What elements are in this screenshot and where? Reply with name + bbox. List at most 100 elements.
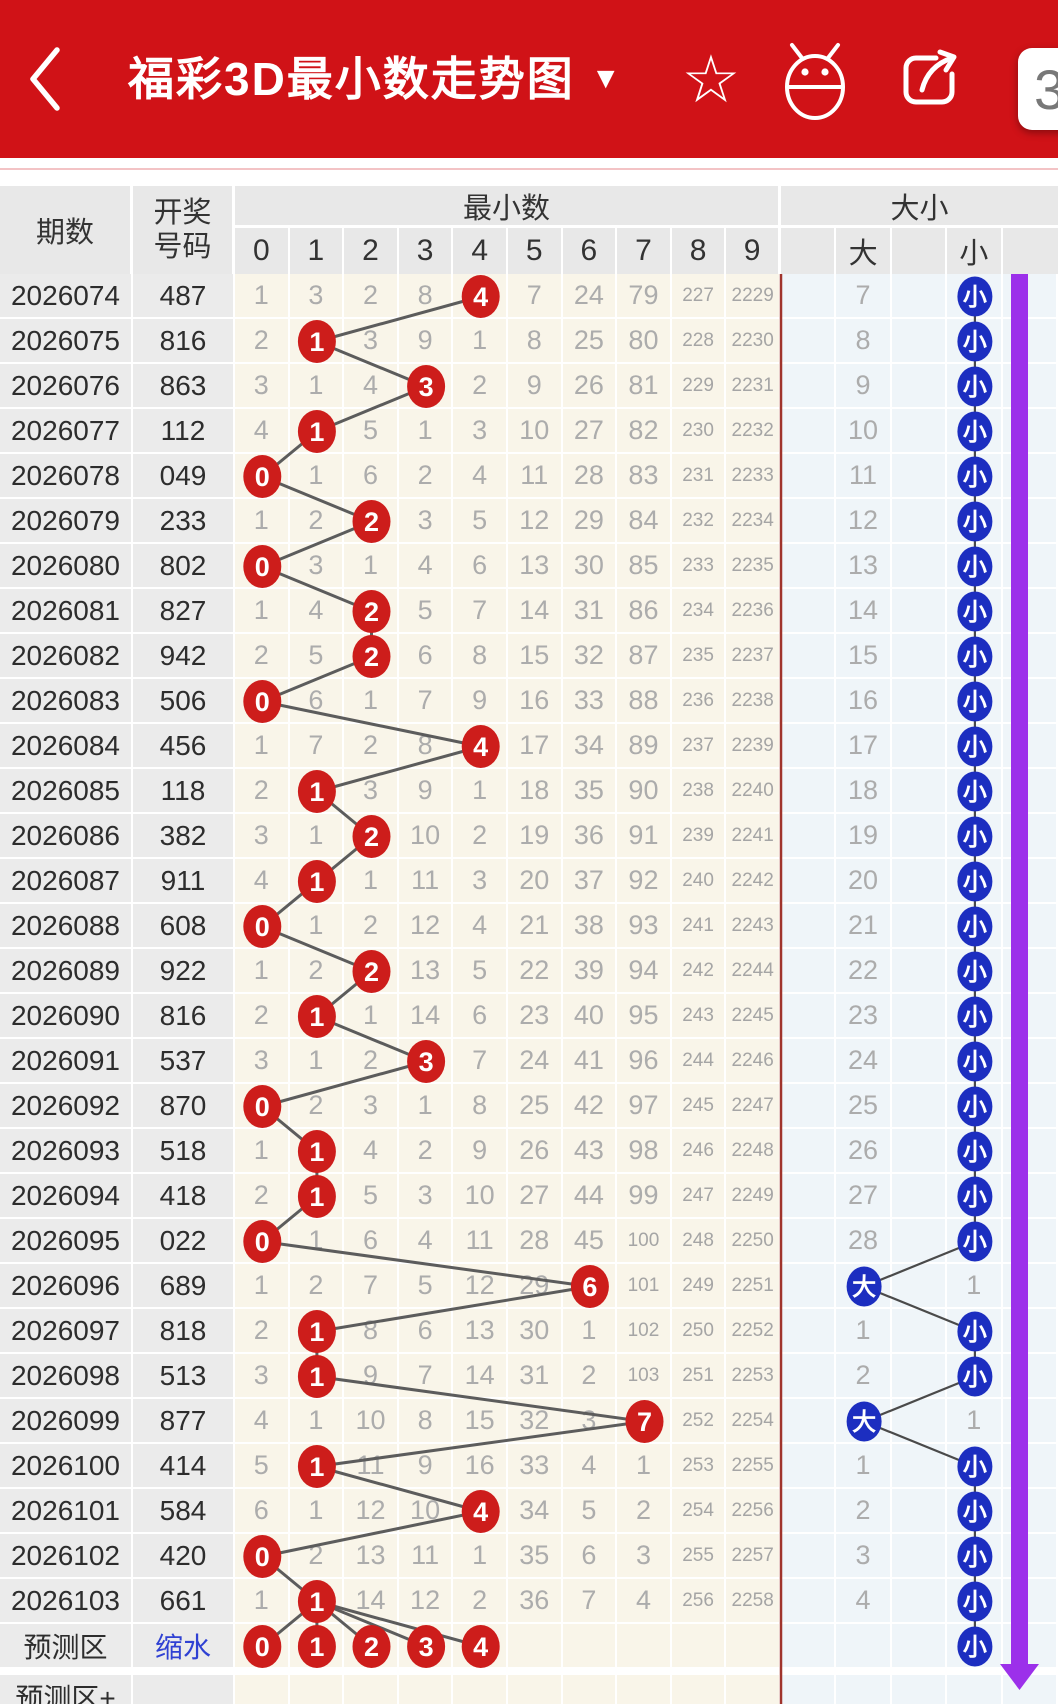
cell-min-6: 7 bbox=[562, 1579, 618, 1624]
cell-small: 1 bbox=[947, 1399, 1003, 1444]
cell-min-9: 2246 bbox=[726, 1039, 781, 1084]
cell-min-7: 96 bbox=[617, 1039, 672, 1084]
cell-big: 16 bbox=[836, 679, 892, 724]
cell-min-1 bbox=[289, 409, 345, 454]
cell-min-0 bbox=[235, 904, 290, 949]
cell-min-2: 3 bbox=[344, 769, 399, 814]
android-robot-icon[interactable] bbox=[780, 42, 850, 120]
cell-small bbox=[947, 634, 1003, 679]
cell-bs-blank-1 bbox=[780, 904, 837, 949]
cell-min-3: 7 bbox=[398, 1354, 454, 1399]
cell-min-9: 2234 bbox=[726, 499, 781, 544]
cell-draw-code: 420 bbox=[133, 1534, 235, 1579]
cell-big: 14 bbox=[836, 589, 892, 634]
cell-min-8: 231 bbox=[671, 454, 727, 499]
cell-min-4: 15 bbox=[453, 1399, 508, 1444]
cell-bs-blank-2 bbox=[891, 1264, 948, 1309]
cell-min-2 bbox=[344, 1675, 399, 1704]
cell-arrow-track bbox=[1002, 589, 1058, 634]
cell-small bbox=[947, 364, 1003, 409]
cell-min-4 bbox=[453, 1675, 508, 1704]
cell-draw-code: 816 bbox=[133, 319, 235, 364]
cell-min-8: 250 bbox=[671, 1309, 727, 1354]
cell-min-7: 2 bbox=[617, 1489, 672, 1534]
cell-arrow-track bbox=[1002, 274, 1058, 319]
cell-min-9: 2237 bbox=[726, 634, 781, 679]
cell-min-4: 2 bbox=[453, 1579, 508, 1624]
cell-small: 1 bbox=[947, 1264, 1003, 1309]
cell-min-8: 256 bbox=[671, 1579, 727, 1624]
back-button[interactable] bbox=[0, 0, 90, 158]
cell-arrow-track bbox=[1002, 454, 1058, 499]
cell-min-3: 9 bbox=[398, 319, 454, 364]
cell-big: 9 bbox=[836, 364, 892, 409]
app-header: 福彩3D最小数走势图 ▼ ☆ 3 bbox=[0, 0, 1058, 158]
cell-min-4: 7 bbox=[453, 1039, 508, 1084]
cell-min-2 bbox=[344, 499, 399, 544]
cell-min-4 bbox=[453, 724, 508, 769]
cell-min-5: 27 bbox=[507, 1174, 563, 1219]
cell-min-6: 44 bbox=[562, 1174, 618, 1219]
cell-min-5: 36 bbox=[507, 1579, 563, 1624]
cell-big bbox=[836, 1624, 892, 1669]
cell-min-3: 14 bbox=[398, 994, 454, 1039]
cell-min-3: 6 bbox=[398, 634, 454, 679]
cell-big: 1 bbox=[836, 1309, 892, 1354]
cell-min-9: 2245 bbox=[726, 994, 781, 1039]
cell-bs-blank-2 bbox=[891, 1675, 948, 1704]
cell-small bbox=[947, 1219, 1003, 1264]
favorite-star-icon[interactable]: ☆ bbox=[681, 42, 741, 116]
cell-small bbox=[947, 1444, 1003, 1489]
cell-draw-code: 608 bbox=[133, 904, 235, 949]
table-row: 2026085 118 2 3 9 1 18 35 90 238 2240 18 bbox=[0, 769, 1058, 814]
cell-arrow-track bbox=[1002, 1534, 1058, 1579]
cell-arrow-track bbox=[1002, 859, 1058, 904]
cell-min-2: 6 bbox=[344, 1219, 399, 1264]
cell-draw-code: 112 bbox=[133, 409, 235, 454]
cell-period: 2026099 bbox=[0, 1399, 133, 1444]
cell-arrow-track bbox=[1002, 769, 1058, 814]
cell-draw-code: 661 bbox=[133, 1579, 235, 1624]
cell-period: 2026102 bbox=[0, 1534, 133, 1579]
cell-min-9: 2250 bbox=[726, 1219, 781, 1264]
cell-big: 2 bbox=[836, 1489, 892, 1534]
cell-bs-blank-1 bbox=[780, 1129, 837, 1174]
cell-small bbox=[947, 409, 1003, 454]
cell-min-4: 9 bbox=[453, 679, 508, 724]
cell-big: 13 bbox=[836, 544, 892, 589]
cell-min-9: 2231 bbox=[726, 364, 781, 409]
cell-min-7 bbox=[617, 1399, 672, 1444]
cell-period: 2026093 bbox=[0, 1129, 133, 1174]
cell-small bbox=[947, 859, 1003, 904]
cell-min-5: 15 bbox=[507, 634, 563, 679]
cell-min-4: 8 bbox=[453, 634, 508, 679]
cell-draw-code: 863 bbox=[133, 364, 235, 409]
cell-min-7: 98 bbox=[617, 1129, 672, 1174]
cell-min-2 bbox=[344, 634, 399, 679]
share-icon[interactable] bbox=[894, 44, 966, 116]
cell-min-0 bbox=[235, 454, 290, 499]
cell-small bbox=[947, 589, 1003, 634]
cell-min-4: 4 bbox=[453, 904, 508, 949]
table-row: 2026090 816 2 1 14 6 23 40 95 243 2245 23 bbox=[0, 994, 1058, 1039]
shrink-link[interactable]: 缩水 bbox=[133, 1624, 235, 1669]
cell-min-5: 13 bbox=[507, 544, 563, 589]
header-divider bbox=[0, 168, 1058, 170]
floating-number-badge[interactable]: 3 bbox=[1018, 48, 1058, 130]
cell-min-1 bbox=[289, 1624, 345, 1669]
cell-min-2: 2 bbox=[344, 1039, 399, 1084]
cell-min-9: 2256 bbox=[726, 1489, 781, 1534]
cell-draw-code: 418 bbox=[133, 1174, 235, 1219]
table-row: 预测区 缩水 bbox=[0, 1624, 1058, 1669]
cell-min-5: 30 bbox=[507, 1309, 563, 1354]
cell-min-0: 2 bbox=[235, 994, 290, 1039]
cell-small bbox=[947, 724, 1003, 769]
cell-min-3 bbox=[398, 1039, 454, 1084]
cell-min-9: 2258 bbox=[726, 1579, 781, 1624]
cell-bs-blank-1 bbox=[780, 364, 837, 409]
cell-min-0: 2 bbox=[235, 319, 290, 364]
cell-bs-blank-2 bbox=[891, 1399, 948, 1444]
cell-min-7: 86 bbox=[617, 589, 672, 634]
page-title-dropdown[interactable]: 福彩3D最小数走势图 ▼ bbox=[128, 0, 621, 158]
